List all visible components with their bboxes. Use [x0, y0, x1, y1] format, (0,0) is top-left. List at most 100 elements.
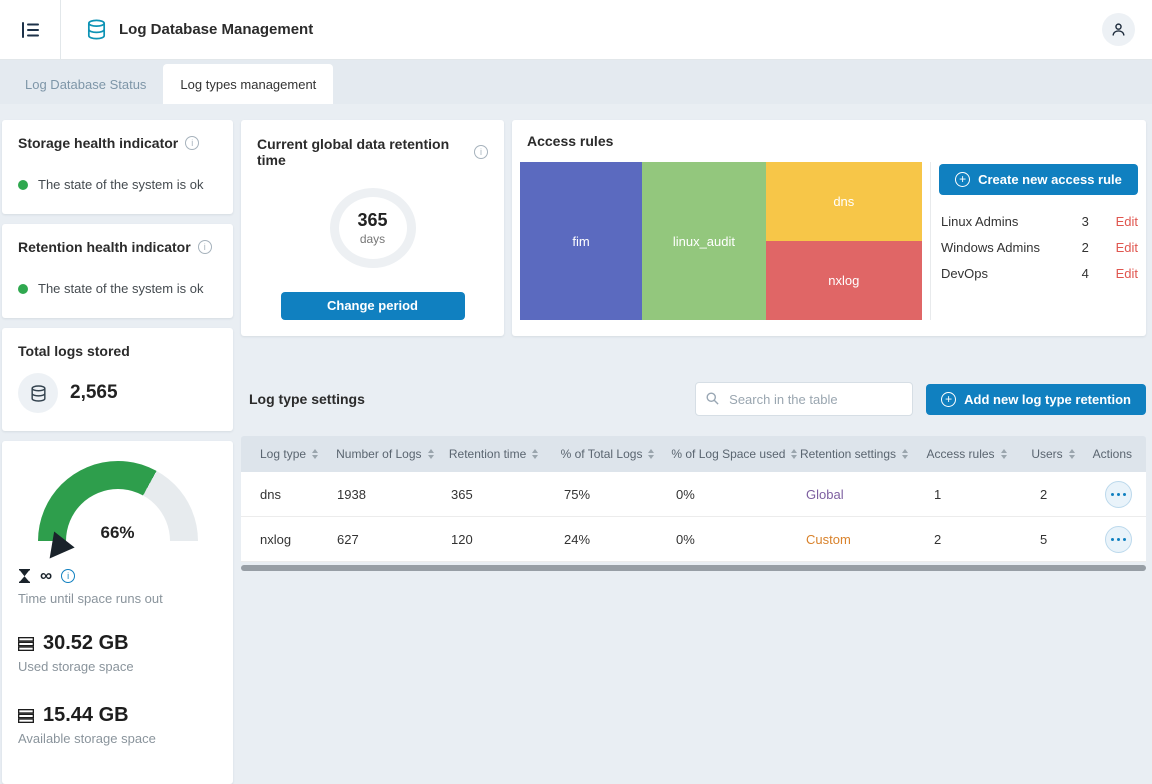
sort-icon[interactable] — [532, 449, 539, 459]
row-actions-button[interactable] — [1105, 480, 1132, 508]
user-menu-button[interactable] — [1102, 13, 1135, 46]
treemap-label: fim — [572, 233, 590, 249]
sort-icon[interactable] — [312, 449, 319, 459]
edit-group-link[interactable]: Edit — [1115, 239, 1138, 255]
retention-health-title: Retention health indicator — [18, 239, 191, 255]
add-log-type-retention-button[interactable]: + Add new log type retention — [926, 383, 1146, 415]
top-cards-row: Current global data retention time i 365… — [241, 120, 1146, 336]
edit-group-link[interactable]: Edit — [1115, 213, 1138, 229]
access-group-row: Windows Admins 2 Edit — [939, 234, 1138, 260]
access-rules-panel: + Create new access rule Linux Admins 3 … — [930, 162, 1146, 320]
gauge-percent-label: 66% — [100, 523, 135, 542]
cell-pct-total: 75% — [564, 486, 591, 502]
sort-icon[interactable] — [427, 449, 434, 459]
cell-users: 5 — [1040, 531, 1048, 547]
cell-pct-space: 0% — [676, 486, 695, 502]
access-groups-list: Linux Admins 3 Edit Windows Admins 2 Edi… — [939, 208, 1138, 286]
storage-gauge-hole — [65, 489, 170, 593]
cell-retention-settings: Global — [806, 486, 844, 502]
storage-health-title: Storage health indicator — [18, 135, 179, 151]
change-period-button[interactable]: Change period — [280, 291, 465, 320]
hourglass-icon — [19, 569, 30, 583]
group-name: Windows Admins — [941, 239, 1040, 255]
info-icon[interactable]: i — [474, 145, 488, 159]
access-rules-treemap: fim linux_audit dns nxlog — [520, 162, 922, 320]
column-header-retention-settings: Retention settings — [800, 447, 927, 461]
sort-icon[interactable] — [1068, 449, 1075, 459]
sort-icon[interactable] — [902, 449, 908, 459]
storage-gauge-card: 66% ∞ i Time until space runs out 30.52 … — [2, 441, 233, 784]
plus-circle-icon: + — [955, 172, 971, 187]
horizontal-scrollbar[interactable] — [241, 565, 1146, 571]
cell-retention-settings: Custom — [806, 531, 851, 547]
group-count: 3 — [1081, 213, 1089, 229]
sidebar-toggle-button[interactable] — [0, 0, 61, 59]
access-group-row: DevOps 4 Edit — [939, 260, 1138, 286]
cell-pct-total: 24% — [564, 531, 591, 547]
column-header-users: Users — [1031, 447, 1092, 461]
tab-log-database-status[interactable]: Log Database Status — [25, 76, 147, 92]
main-area: Storage health indicator i The state of … — [0, 104, 1152, 784]
storage-icon — [18, 636, 34, 651]
sort-icon[interactable] — [648, 449, 655, 459]
column-header-retention-time: Retention time — [449, 447, 561, 461]
cell-access-rules: 2 — [934, 531, 942, 547]
column-header-log-type: Log type — [241, 447, 336, 461]
search-input[interactable] — [695, 382, 914, 416]
total-logs-value: 2,565 — [70, 382, 118, 403]
retention-card-title-row: Current global data retention time i — [257, 136, 488, 168]
edit-group-link[interactable]: Edit — [1115, 265, 1138, 281]
access-group-row: Linux Admins 3 Edit — [939, 208, 1138, 234]
status-ok-dot — [18, 283, 28, 294]
retention-health-status-text: The state of the system is ok — [38, 281, 204, 296]
treemap-block-linux-audit[interactable]: linux_audit — [642, 162, 766, 320]
info-icon[interactable]: i — [197, 240, 212, 254]
storage-gauge: 66% — [37, 461, 198, 621]
sort-icon[interactable] — [1000, 449, 1007, 459]
plus-circle-icon: + — [941, 391, 957, 407]
cell-number-of-logs: 1938 — [337, 486, 366, 502]
total-logs-title: Total logs stored — [18, 343, 130, 359]
global-retention-card: Current global data retention time i 365… — [241, 120, 504, 336]
ellipsis-icon — [1117, 537, 1120, 541]
status-ok-dot — [18, 179, 28, 190]
access-rules-body: fim linux_audit dns nxlog — [520, 162, 1146, 320]
storage-health-status-text: The state of the system is ok — [38, 177, 204, 192]
treemap-block-dns[interactable]: dns — [765, 162, 922, 241]
user-icon — [1112, 23, 1125, 36]
table-search — [695, 382, 914, 416]
treemap-right-column: dns nxlog — [765, 162, 922, 320]
table-row: dns 1938 365 75% 0% Global 1 2 — [241, 472, 1146, 517]
database-icon — [30, 384, 46, 402]
treemap-block-fim[interactable]: fim — [520, 162, 643, 320]
add-log-type-retention-label: Add new log type retention — [964, 391, 1131, 407]
log-type-table: Log type Number of Logs Retention time %… — [241, 436, 1146, 562]
cell-retention-time: 120 — [451, 531, 473, 547]
table-row: nxlog 627 120 24% 0% Custom 2 5 — [241, 517, 1146, 562]
treemap-label: dns — [833, 194, 855, 209]
cell-actions — [1102, 480, 1146, 508]
sort-icon[interactable] — [791, 449, 798, 459]
create-access-rule-button[interactable]: + Create new access rule — [939, 164, 1138, 195]
total-logs-card: Total logs stored 2,565 — [2, 328, 233, 431]
storage-icon — [18, 708, 34, 723]
cell-log-type: nxlog — [260, 531, 292, 547]
storage-health-status: The state of the system is ok — [18, 177, 217, 192]
ellipsis-icon — [1117, 492, 1120, 496]
info-icon[interactable]: i — [185, 136, 200, 150]
group-name: DevOps — [941, 265, 988, 281]
create-access-rule-label: Create new access rule — [978, 172, 1122, 187]
left-summary-column: Storage health indicator i The state of … — [2, 120, 233, 784]
cell-actions — [1102, 525, 1146, 553]
column-header-actions: Actions — [1092, 447, 1133, 461]
cell-number-of-logs: 627 — [337, 531, 359, 547]
used-space-label: Used storage space — [18, 659, 134, 674]
tab-log-types-management[interactable]: Log types management — [163, 64, 334, 104]
cell-retention-time: 365 — [451, 486, 473, 502]
log-type-settings-title: Log type settings — [249, 391, 365, 407]
available-space-label: Available storage space — [18, 731, 156, 746]
used-space-value: 30.52 GB — [43, 632, 129, 654]
retention-card-title: Current global data retention time — [257, 136, 450, 168]
row-actions-button[interactable] — [1105, 525, 1132, 553]
treemap-block-nxlog[interactable]: nxlog — [765, 241, 922, 320]
